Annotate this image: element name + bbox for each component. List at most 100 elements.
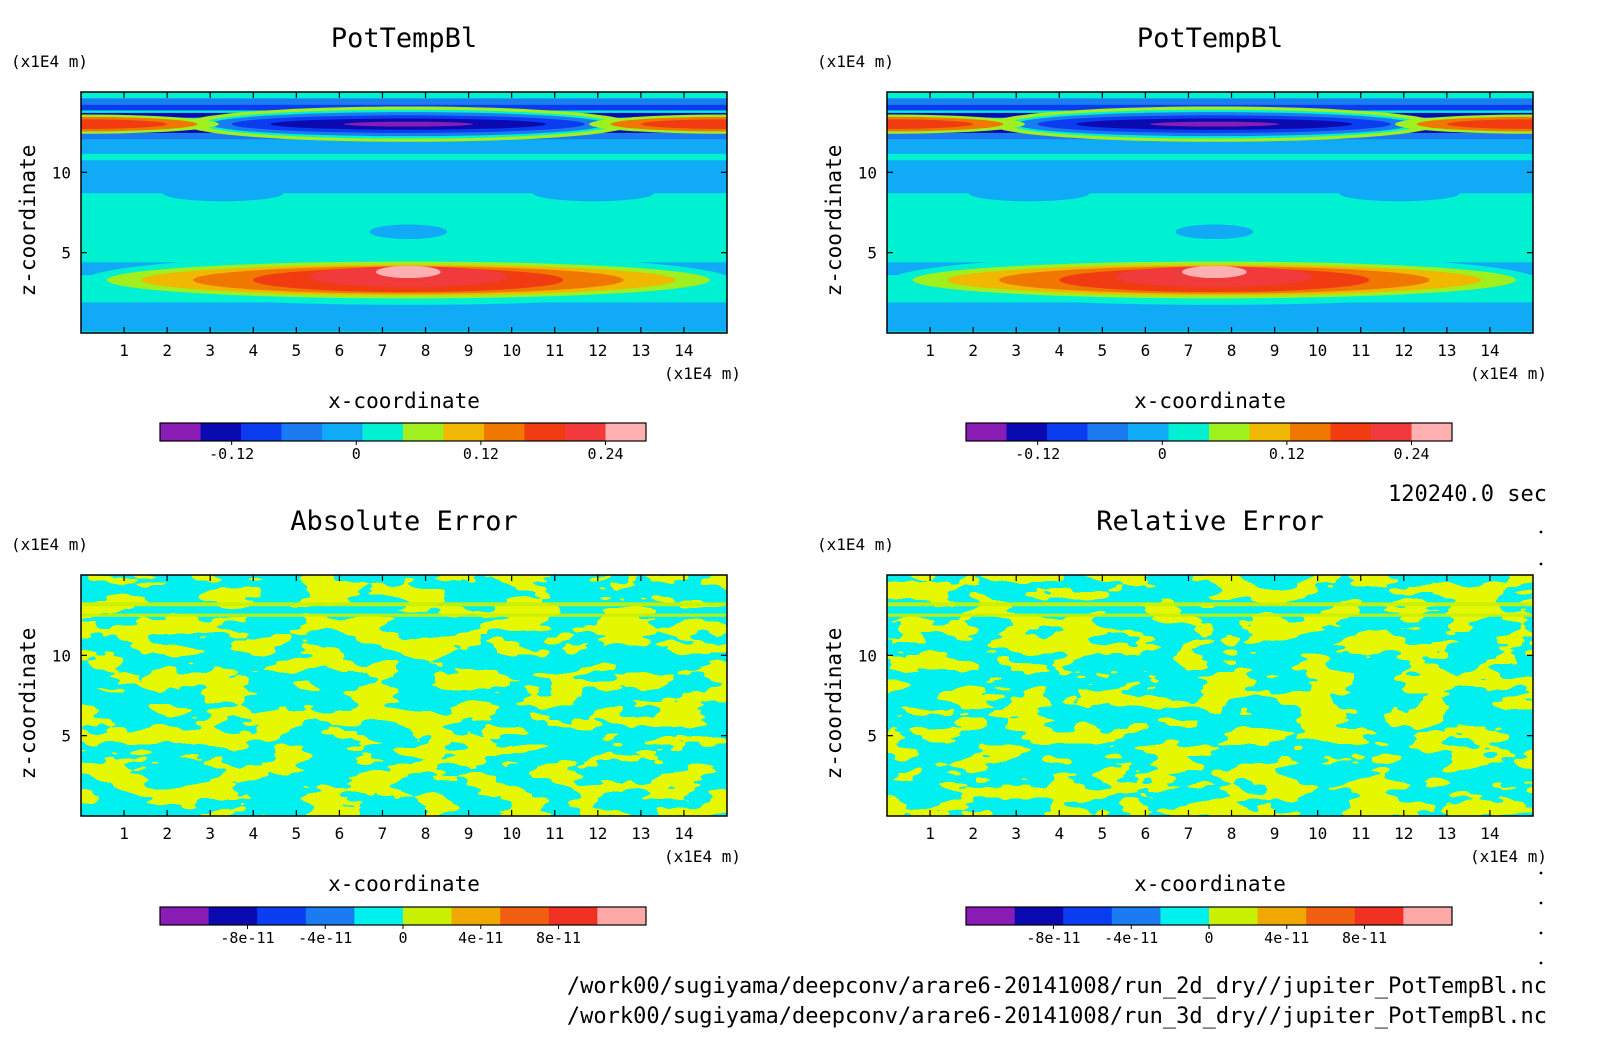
colorbar-swatch <box>1371 423 1412 441</box>
plot-area <box>887 92 1533 333</box>
x-unit-label: (x1E4 m) <box>1470 364 1547 383</box>
warm-core <box>1182 265 1247 279</box>
y-unit-label: (x1E4 m) <box>11 52 88 71</box>
x-tick-label: 10 <box>1308 824 1327 843</box>
colorbar-swatch <box>362 423 404 441</box>
colorbar-swatch <box>281 423 323 441</box>
colorbar-swatch <box>1306 907 1356 925</box>
contour-band <box>887 139 1533 154</box>
x-tick-label: 11 <box>1351 824 1370 843</box>
colorbar-swatch <box>484 423 525 441</box>
colorbar-swatch <box>597 907 647 925</box>
x-tick-label: 7 <box>378 341 388 360</box>
colorbar-swatch <box>1403 907 1453 925</box>
plot-frame <box>886 91 1534 334</box>
x-tick-label: 3 <box>205 341 215 360</box>
contour-band <box>887 160 1533 178</box>
x-tick-label: 13 <box>1437 341 1456 360</box>
colorbar-swatch <box>322 423 363 441</box>
colorbar-swatch <box>354 907 404 925</box>
colorbar-swatch <box>200 423 242 441</box>
colorbar-swatch <box>1111 907 1161 925</box>
colorbar-swatch <box>160 423 201 441</box>
x-tick-label: 3 <box>205 824 215 843</box>
colorbar-swatch <box>241 423 282 441</box>
colorbar-swatch <box>1290 423 1331 441</box>
y-tick-label: 10 <box>52 646 71 665</box>
contour-band <box>81 302 727 332</box>
colorbar-swatch <box>208 907 258 925</box>
plot-frame <box>886 574 1534 817</box>
y-axis-label: z-coordinate <box>16 145 40 297</box>
cold-spot <box>1175 224 1254 240</box>
x-tick-label: 1 <box>119 341 129 360</box>
x-unit-label: (x1E4 m) <box>664 847 741 866</box>
y-axis-label: z-coordinate <box>822 145 846 297</box>
colorbar-tick-label: 0.24 <box>1393 445 1429 463</box>
colorbar-swatch <box>1063 907 1113 925</box>
x-tick-label: 11 <box>545 824 564 843</box>
colorbar-swatch <box>305 907 355 925</box>
x-unit-label: (x1E4 m) <box>664 364 741 383</box>
x-axis-label: x-coordinate <box>1134 389 1286 413</box>
colorbar-swatch <box>1249 423 1291 441</box>
colorbar-tick-label: 4e-11 <box>1264 929 1309 947</box>
x-tick-label: 14 <box>1480 341 1499 360</box>
colorbar-tick-label: 0 <box>1204 929 1213 947</box>
x-tick-label: 8 <box>1227 341 1237 360</box>
warm-band <box>1446 119 1533 129</box>
colorbar-tick-label: 0.12 <box>463 445 499 463</box>
y-axis-label: z-coordinate <box>822 628 846 780</box>
colorbar-swatch <box>966 907 1016 925</box>
colorbar-swatch <box>524 423 566 441</box>
error-band <box>887 613 1533 617</box>
chart-title: PotTempBl <box>331 23 477 54</box>
y-tick-label: 10 <box>52 163 71 182</box>
x-tick-label: 4 <box>248 341 258 360</box>
y-tick-label: 5 <box>867 727 877 746</box>
colorbar-tick-label: 0 <box>1158 445 1167 463</box>
colorbar-swatch <box>443 423 485 441</box>
colorbar-tick-label: -0.12 <box>209 445 254 463</box>
warm-band <box>640 119 727 129</box>
chart-title: Relative Error <box>1096 506 1324 537</box>
x-tick-label: 14 <box>1480 824 1499 843</box>
x-tick-label: 13 <box>1437 824 1456 843</box>
cold-spot <box>162 185 284 202</box>
x-tick-label: 2 <box>162 824 172 843</box>
x-tick-label: 10 <box>1308 341 1327 360</box>
colorbar-swatch <box>1168 423 1210 441</box>
x-tick-label: 4 <box>248 824 258 843</box>
x-unit-label: (x1E4 m) <box>1470 847 1547 866</box>
colorbar-swatch <box>1411 423 1453 441</box>
file-path-1: /work00/sugiyama/deepconv/arare6-2014100… <box>567 974 1547 999</box>
chart-title: PotTempBl <box>1137 23 1283 54</box>
x-tick-label: 12 <box>1394 341 1413 360</box>
colorbar-frame <box>159 422 647 442</box>
x-tick-label: 11 <box>545 341 564 360</box>
contour-band <box>81 160 727 178</box>
x-tick-label: 12 <box>588 824 607 843</box>
contour-band <box>81 139 727 154</box>
plot-area <box>81 92 727 333</box>
x-tick-label: 1 <box>119 824 129 843</box>
error-pattern <box>81 575 727 816</box>
x-tick-label: 1 <box>925 824 935 843</box>
colorbar-swatch <box>1006 423 1048 441</box>
x-tick-label: 7 <box>1184 824 1194 843</box>
y-unit-label: (x1E4 m) <box>817 535 894 554</box>
cold-spot <box>369 224 448 240</box>
colorbar-swatch <box>565 423 606 441</box>
file-path-2: /work00/sugiyama/deepconv/arare6-2014100… <box>567 1004 1547 1029</box>
x-tick-label: 5 <box>292 824 302 843</box>
x-tick-label: 8 <box>421 341 431 360</box>
colorbar-tick-label: -8e-11 <box>220 929 274 947</box>
colorbar-swatch <box>1257 907 1307 925</box>
colorbar-swatch <box>1354 907 1404 925</box>
colorbar-tick-label: 0 <box>352 445 361 463</box>
